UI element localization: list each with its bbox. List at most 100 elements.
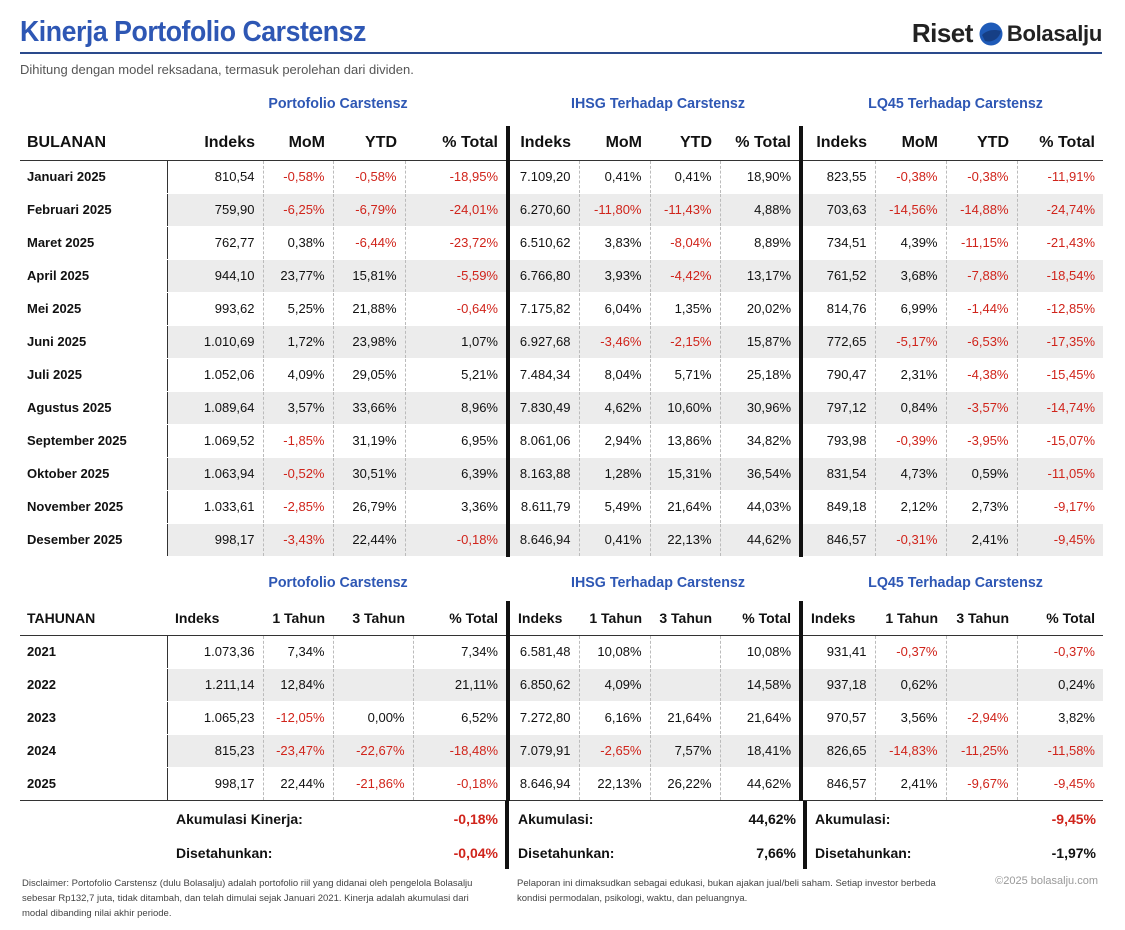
table-cell: 993,62	[167, 292, 264, 326]
table-cell: 0,84%	[875, 391, 947, 425]
table-cell: -0,58%	[263, 160, 334, 194]
col-header: MoM	[263, 126, 333, 161]
table-cell: 5,71%	[650, 358, 721, 392]
ihsg-ann-value: 7,66%	[756, 845, 796, 861]
table-cell: -4,42%	[650, 259, 721, 293]
table-cell: 6,04%	[579, 292, 651, 326]
col-header: 3 Tahun	[650, 601, 720, 636]
table-cell: 23,77%	[263, 259, 334, 293]
table-cell: -14,56%	[875, 193, 947, 227]
table-cell: 8.163,88	[506, 457, 580, 491]
table-cell: 0,59%	[946, 457, 1018, 491]
table-cell	[333, 635, 414, 669]
table-cell: -7,88%	[946, 259, 1018, 293]
table-cell: -6,53%	[946, 325, 1018, 359]
table-row: September 2025 1.069,52 -1,85% 31,19% 6,95% 8…	[20, 424, 1103, 458]
monthly-lq45-title: LQ45 Terhadap Carstensz	[868, 95, 1043, 112]
table-cell: 7.830,49	[506, 391, 580, 425]
col-header: 3 Tahun	[333, 601, 413, 636]
table-row: 2022 1.211,14 12,84% 21,11% 6.850,62 4,09% 14,…	[20, 668, 1103, 702]
col-header: Indeks	[799, 601, 875, 636]
table-cell	[946, 635, 1018, 669]
table-cell: -14,83%	[875, 734, 947, 768]
table-cell: 8.061,06	[506, 424, 580, 458]
table-cell: 944,10	[167, 259, 264, 293]
table-cell: 15,87%	[720, 325, 801, 359]
table-cell: -0,64%	[405, 292, 508, 326]
table-cell: 3,36%	[405, 490, 508, 524]
table-cell: -11,43%	[650, 193, 721, 227]
row-label: Februari 2025	[20, 193, 168, 227]
subtitle: Dihitung dengan model reksadana, termasu…	[20, 62, 414, 77]
table-cell: -0,38%	[946, 160, 1018, 194]
table-cell	[650, 668, 721, 702]
page-title: Kinerja Portofolio Carstensz	[20, 16, 366, 48]
table-cell: 18,90%	[720, 160, 801, 194]
table-cell: 793,98	[799, 424, 876, 458]
row-label: 2025	[20, 767, 168, 801]
table-cell: -23,47%	[263, 734, 334, 768]
table-cell: -0,37%	[875, 635, 947, 669]
table-cell: -0,18%	[413, 767, 508, 801]
table-cell: -15,45%	[1017, 358, 1103, 392]
table-cell: 1.069,52	[167, 424, 264, 458]
table-cell: 0,62%	[875, 668, 947, 702]
table-cell: -1,44%	[946, 292, 1018, 326]
table-cell: -0,58%	[333, 160, 406, 194]
table-cell: -0,52%	[263, 457, 334, 491]
portfolio-ann-value: -0,04%	[453, 845, 498, 861]
table-cell: 10,08%	[579, 635, 651, 669]
col-header: YTD	[333, 126, 405, 161]
table-cell: -11,58%	[1017, 734, 1103, 768]
ihsg-ann-label: Disetahunkan:	[518, 845, 615, 861]
table-cell: 22,13%	[650, 523, 721, 557]
table-cell: 7,34%	[263, 635, 334, 669]
table-row: Desember 2025 998,17 -3,43% 22,44% -0,18% 8.6…	[20, 523, 1103, 557]
row-label: Agustus 2025	[20, 391, 168, 425]
table-cell: 2,31%	[875, 358, 947, 392]
table-cell: -2,85%	[263, 490, 334, 524]
table-cell: -0,38%	[875, 160, 947, 194]
table-cell: 759,90	[167, 193, 264, 227]
col-header: 1 Tahun	[579, 601, 650, 636]
col-header: % Total	[720, 601, 801, 636]
table-cell: 814,76	[799, 292, 876, 326]
table-cell: -9,45%	[1017, 767, 1103, 801]
col-header: MoM	[579, 126, 650, 161]
table-cell: 21,11%	[413, 668, 508, 702]
table-cell: 10,08%	[720, 635, 801, 669]
summary-divider	[803, 801, 807, 869]
table-cell: -0,31%	[875, 523, 947, 557]
table-cell: 3,57%	[263, 391, 334, 425]
table-cell: 26,79%	[333, 490, 406, 524]
table-cell: 8.611,79	[506, 490, 580, 524]
table-cell: 4,09%	[579, 668, 651, 702]
table-cell: -3,57%	[946, 391, 1018, 425]
table-row: 2025 998,17 22,44% -21,86% -0,18% 8.646,94 22,…	[20, 767, 1103, 801]
table-cell: 30,96%	[720, 391, 801, 425]
table-cell: 8.646,94	[506, 767, 580, 801]
table-cell: 29,05%	[333, 358, 406, 392]
lq45-ann-value: -1,97%	[1051, 845, 1096, 861]
table-cell: 846,57	[799, 767, 876, 801]
table-cell: 790,47	[799, 358, 876, 392]
table-cell: -6,25%	[263, 193, 334, 227]
table-cell: -24,74%	[1017, 193, 1103, 227]
snowball-icon	[979, 22, 1003, 45]
table-cell: 7,57%	[650, 734, 721, 768]
table-row: Maret 2025 762,77 0,38% -6,44% -23,72% 6.510,…	[20, 226, 1103, 260]
table-cell: 826,65	[799, 734, 876, 768]
table-cell: -5,17%	[875, 325, 947, 359]
table-cell: 3,93%	[579, 259, 651, 293]
table-cell: 6.270,60	[506, 193, 580, 227]
row-label: Juni 2025	[20, 325, 168, 359]
table-cell: 0,38%	[263, 226, 334, 260]
table-cell: 15,81%	[333, 259, 406, 293]
table-cell: 6.766,80	[506, 259, 580, 293]
col-header: 1 Tahun	[263, 601, 333, 636]
row-label: Januari 2025	[20, 160, 168, 194]
portfolio-acc-value: -0,18%	[453, 811, 498, 827]
table-cell: -0,39%	[875, 424, 947, 458]
table-row: November 2025 1.033,61 -2,85% 26,79% 3,36% 8.…	[20, 490, 1103, 524]
table-cell: -11,15%	[946, 226, 1018, 260]
